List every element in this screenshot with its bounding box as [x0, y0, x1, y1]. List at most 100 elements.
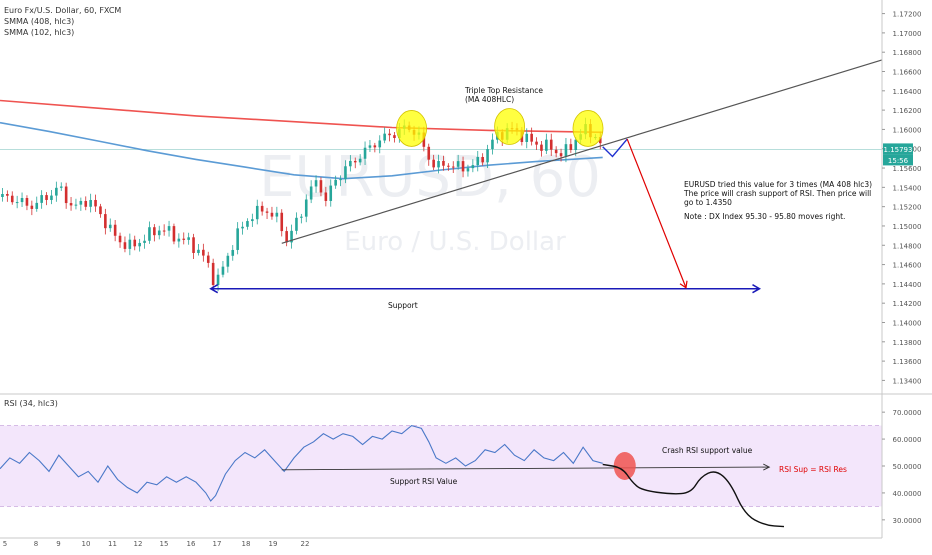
candle-body: [295, 217, 298, 231]
price-tick-label: 1.16000: [893, 126, 922, 134]
resistance-circles: [396, 108, 604, 147]
time-tick-label: 17: [213, 540, 222, 548]
rsi-tick-label: 30.0000: [893, 517, 922, 525]
moving-averages: [0, 99, 603, 180]
candle-body: [554, 149, 558, 154]
candle-body: [314, 180, 318, 187]
candle-body: [393, 135, 396, 138]
price-tick-label: 1.16800: [893, 49, 922, 57]
countdown-tag: [883, 154, 913, 166]
time-tick-label: 22: [301, 540, 310, 548]
candle-body: [153, 227, 156, 236]
annotation-note-1: EURUSD tried this value for 3 times (MA …: [684, 180, 872, 189]
candle-body: [447, 165, 450, 167]
candle-body: [104, 214, 107, 229]
candle-body: [84, 200, 88, 207]
candle-body: [461, 161, 465, 172]
candle-body: [89, 199, 92, 207]
candle-body: [10, 195, 14, 203]
candle-body: [300, 216, 303, 218]
candle-body: [113, 224, 117, 236]
price-tick-label: 1.14200: [893, 300, 922, 308]
rsi-tick-label: 40.0000: [893, 490, 922, 498]
time-tick-label: 9: [56, 540, 60, 548]
candle-body: [202, 249, 205, 256]
time-tick-label: 5: [3, 540, 7, 548]
annotation-note-3: go to 1.4350: [684, 198, 732, 207]
price-tick-label: 1.13800: [893, 339, 922, 347]
candle-body: [334, 179, 337, 186]
candle-body: [270, 212, 274, 217]
annotation-rsi-support: Support RSI Value: [390, 477, 458, 486]
candle-body: [187, 237, 190, 240]
candle-body: [491, 139, 494, 150]
candle-body: [138, 242, 141, 247]
candle-body: [422, 132, 426, 147]
candle-body: [59, 186, 63, 188]
candle-body: [260, 205, 264, 212]
candle-body: [349, 160, 352, 167]
candle-body: [255, 205, 259, 220]
annotation-note-2: The price will crash support of RSI. The…: [683, 189, 871, 198]
price-tick-label: 1.16400: [893, 88, 922, 96]
price-tick-label: 1.17200: [893, 11, 922, 19]
support-arrow-head-right: [752, 284, 762, 294]
rsi-legend[interactable]: RSI (34, hlc3): [4, 399, 58, 408]
candle-body: [123, 242, 127, 249]
candle-body: [79, 200, 83, 205]
candle-body: [432, 159, 435, 168]
candle-body: [574, 139, 578, 150]
candle-body: [99, 206, 102, 215]
candle-body: [358, 158, 362, 163]
candle-body: [251, 219, 254, 222]
ma408-line: [0, 99, 603, 134]
candle-body: [280, 212, 284, 232]
time-tick-label: 10: [82, 540, 91, 548]
time-tick-label: 8: [34, 540, 38, 548]
watermark-name: Euro / U.S. Dollar: [344, 227, 566, 257]
candle-body: [373, 145, 377, 148]
candle-body: [148, 227, 151, 241]
candle-body: [236, 228, 239, 250]
candle-body: [549, 139, 553, 150]
price-tick-label: 1.15600: [893, 165, 922, 173]
candle-body: [471, 165, 475, 169]
candle-body: [309, 186, 313, 200]
price-tick-label: 1.15400: [893, 184, 922, 192]
candle-body: [339, 179, 342, 181]
candle-body: [45, 195, 48, 200]
candle-body: [378, 140, 382, 148]
candle-body: [167, 226, 171, 231]
candle-body: [540, 144, 543, 151]
annotation-support: Support: [388, 301, 418, 310]
forecast-zigzag: [602, 138, 628, 158]
resistance-highlight-circle: [494, 108, 526, 145]
candle-body: [231, 249, 235, 256]
legend-ma102[interactable]: SMMA (102, hlc3): [4, 28, 75, 37]
price-tick-label: 1.14000: [893, 319, 922, 327]
candle-body: [157, 230, 161, 236]
candle-body: [559, 153, 563, 157]
candle-body: [177, 238, 181, 242]
legend-ma408[interactable]: SMMA (408, hlc3): [4, 17, 75, 26]
candle-body: [1, 193, 4, 197]
candle-body: [55, 187, 58, 196]
ascending-trendline: [281, 59, 883, 244]
price-tick-label: 1.14600: [893, 262, 922, 270]
price-tick-label: 1.14400: [893, 281, 922, 289]
candle-body: [192, 237, 195, 253]
candle-body: [476, 156, 480, 166]
candle-body: [221, 266, 225, 275]
candle-body: [35, 202, 39, 209]
candle-body: [133, 239, 137, 247]
candle-body: [329, 185, 333, 201]
annotation-resistance-sub: (MA 408HLC): [465, 95, 514, 104]
rsi-series: [0, 424, 785, 528]
legend-symbol[interactable]: Euro Fx/U.S. Dollar, 60, FXCM: [4, 6, 122, 15]
price-tick-label: 1.13400: [893, 377, 922, 385]
candle-body: [20, 197, 24, 203]
candle-body: [569, 144, 573, 150]
candle-body: [206, 255, 210, 263]
candle-body: [481, 156, 484, 163]
candle-body: [304, 199, 308, 217]
